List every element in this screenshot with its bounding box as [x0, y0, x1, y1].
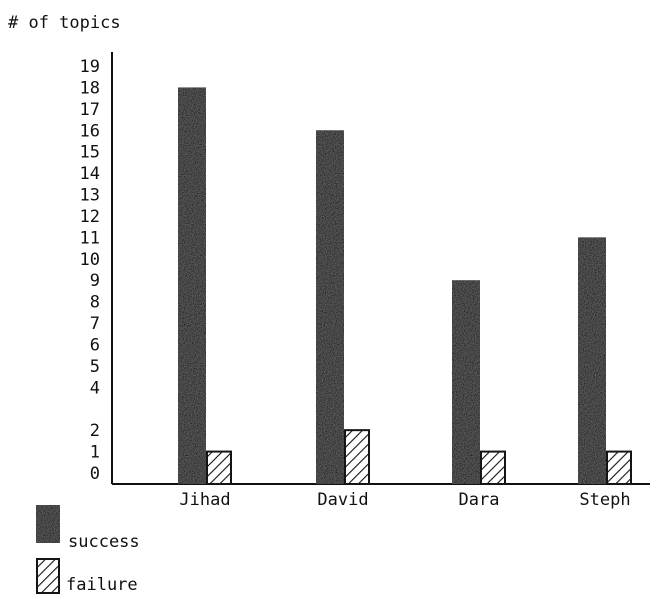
y-tick-label: 0 [90, 464, 100, 484]
y-tick-label: 17 [80, 100, 100, 120]
y-tick-label: 2 [90, 421, 100, 441]
y-tick-label: 16 [80, 121, 100, 141]
y-tick-label: 8 [90, 293, 100, 313]
bar-success-dara [452, 280, 480, 484]
y-axis-label: # of topics [8, 13, 121, 33]
bar-success-david [316, 130, 344, 484]
y-tick-label: 14 [80, 164, 100, 184]
x-tick-label: Dara [459, 490, 500, 510]
y-tick-label: 12 [80, 207, 100, 227]
bar-failure-dara [480, 450, 506, 485]
y-tick-label: 4 [90, 378, 100, 398]
y-tick-label: 13 [80, 186, 100, 206]
legend-swatch-success [36, 505, 60, 543]
bar-failure-david [344, 429, 370, 486]
legend-label-success: success [68, 532, 140, 552]
bar-failure-steph [606, 450, 632, 485]
x-axis-tick-labels: Jihad David Dara Steph [179, 490, 630, 510]
bar-success-jihad [178, 87, 206, 484]
legend: success failure [36, 505, 140, 595]
x-tick-label: Jihad [179, 490, 230, 510]
legend-swatch-failure [36, 558, 60, 594]
bar-success-steph [578, 237, 606, 484]
y-tick-label: 15 [80, 143, 100, 163]
bars [178, 87, 632, 486]
legend-label-failure: failure [66, 575, 138, 595]
y-tick-label: 10 [80, 250, 100, 270]
y-tick-label: 11 [80, 228, 100, 248]
bar-failure-jihad [206, 450, 232, 485]
x-tick-label: Steph [579, 490, 630, 510]
y-tick-label: 7 [90, 314, 100, 334]
y-tick-label: 19 [80, 57, 100, 77]
y-tick-label: 9 [90, 271, 100, 291]
y-tick-label: 5 [90, 357, 100, 377]
y-tick-label: 1 [90, 443, 100, 463]
x-tick-label: David [317, 490, 368, 510]
y-tick-label: 18 [80, 78, 100, 98]
y-tick-label: 6 [90, 335, 100, 355]
